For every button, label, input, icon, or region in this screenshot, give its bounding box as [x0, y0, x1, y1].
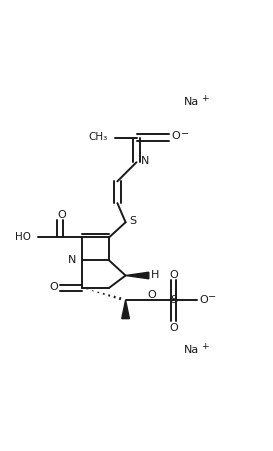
- Text: O: O: [170, 269, 179, 279]
- Text: S: S: [129, 216, 136, 226]
- Text: O: O: [57, 210, 66, 220]
- Polygon shape: [122, 300, 129, 319]
- Text: O: O: [148, 290, 156, 299]
- Text: CH₃: CH₃: [88, 132, 108, 142]
- Text: N: N: [141, 156, 149, 166]
- Text: +: +: [201, 342, 209, 351]
- Text: HO: HO: [14, 231, 31, 241]
- Text: O: O: [170, 322, 179, 332]
- Text: O: O: [172, 131, 180, 141]
- Text: +: +: [201, 94, 209, 103]
- Text: O: O: [50, 282, 58, 292]
- Text: −: −: [208, 291, 216, 301]
- Text: Na: Na: [183, 97, 199, 106]
- Text: H: H: [151, 270, 159, 280]
- Text: O: O: [199, 294, 208, 304]
- Text: −: −: [181, 129, 189, 138]
- Text: S: S: [171, 294, 178, 304]
- Text: N: N: [68, 254, 76, 265]
- Polygon shape: [126, 272, 149, 279]
- Text: Na: Na: [183, 345, 199, 354]
